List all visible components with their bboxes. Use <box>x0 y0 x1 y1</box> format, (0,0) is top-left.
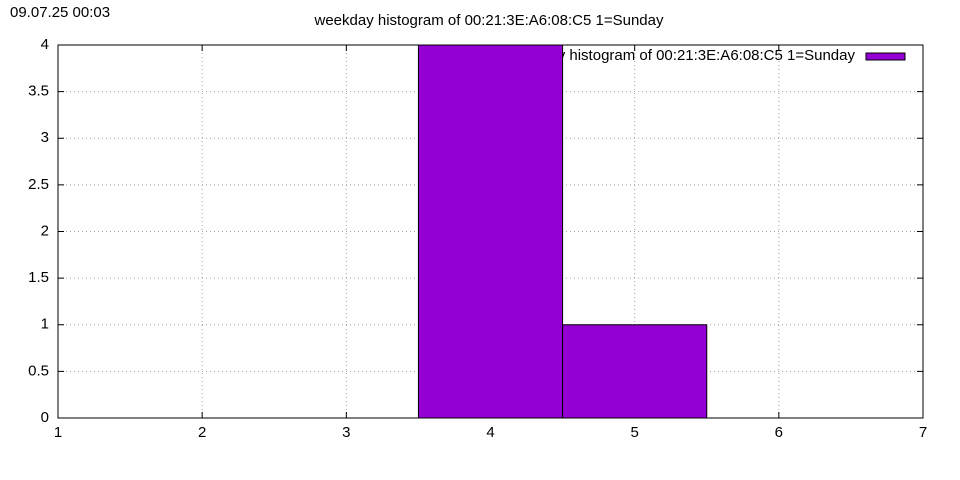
x-tick-label: 6 <box>775 424 783 441</box>
legend-label: weekday histogram of 00:21:3E:A6:08:C5 1… <box>505 47 855 64</box>
y-tick-label: 3.5 <box>28 83 49 100</box>
y-tick-label: 0.5 <box>28 362 49 379</box>
timestamp: 09.07.25 00:03 <box>10 4 110 21</box>
y-tick-label: 1 <box>41 316 49 333</box>
bar <box>417 44 564 419</box>
y-tick-label: 3 <box>41 129 49 146</box>
x-tick-label: 7 <box>919 424 927 441</box>
bar <box>562 324 708 419</box>
y-tick-label: 0 <box>41 409 49 426</box>
y-tick-label: 2 <box>41 222 49 239</box>
plot-frame <box>57 44 924 419</box>
chart-title: weekday histogram of 00:21:3E:A6:08:C5 1… <box>314 12 664 29</box>
x-tick-label: 5 <box>630 424 638 441</box>
y-tick-label: 4 <box>41 36 49 53</box>
x-tick-label: 1 <box>54 424 62 441</box>
legend-swatch <box>865 52 906 61</box>
x-tick-label: 3 <box>342 424 350 441</box>
x-tick-label: 2 <box>198 424 206 441</box>
x-tick-label: 4 <box>486 424 494 441</box>
y-tick-label: 1.5 <box>28 269 49 286</box>
y-tick-label: 2.5 <box>28 176 49 193</box>
